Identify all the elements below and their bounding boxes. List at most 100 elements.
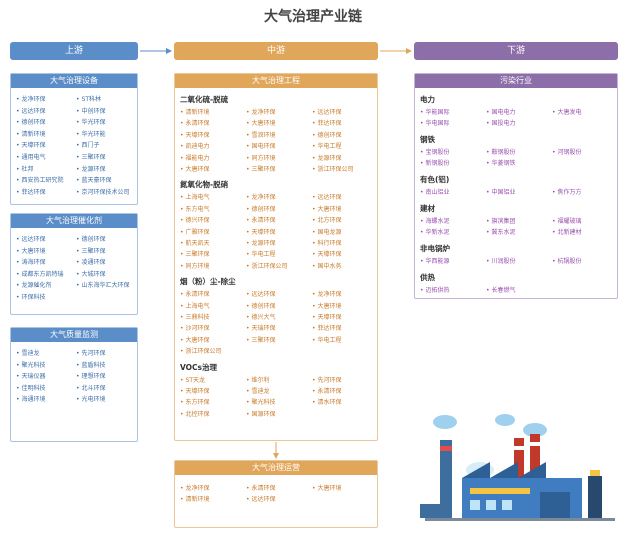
item-text: 凌通环保 bbox=[81, 259, 106, 267]
bullet: • bbox=[180, 388, 184, 395]
item: • 天壕环保 bbox=[312, 312, 342, 321]
item-text: 德创环保 bbox=[251, 205, 276, 213]
bullet: • bbox=[180, 217, 184, 225]
bullet: • bbox=[76, 188, 80, 196]
item: • 德创环保 bbox=[246, 301, 276, 310]
bullet: • bbox=[420, 160, 424, 167]
item: • 永清环保 bbox=[180, 118, 210, 127]
item: • 蓝天豪环保 bbox=[76, 175, 112, 184]
item-text: 大城环保 bbox=[81, 270, 106, 278]
item-text: 杭锅股份 bbox=[557, 258, 582, 265]
item-text: 天壕环保 bbox=[317, 314, 342, 321]
item-text: 环保科技 bbox=[21, 294, 46, 301]
bullet: • bbox=[312, 131, 316, 139]
bullet: • bbox=[246, 399, 250, 407]
bullet: • bbox=[486, 120, 490, 127]
item: • 龙源环保 bbox=[76, 164, 106, 173]
item: • 海螺水泥 bbox=[420, 216, 450, 225]
item-text: 三聚环保 bbox=[185, 251, 210, 259]
item-text: 北斗环保 bbox=[81, 384, 106, 392]
item-text: ST科林 bbox=[81, 96, 102, 103]
bullet: • bbox=[76, 236, 80, 243]
box-title: 大气治理工程 bbox=[175, 74, 377, 88]
item: • 华能国际 bbox=[420, 107, 450, 116]
item: • 菲达环保 bbox=[312, 323, 342, 332]
item-text: 宝钢股份 bbox=[425, 149, 450, 156]
item-text: 三鼎科技 bbox=[185, 314, 210, 321]
bullet: • bbox=[486, 287, 490, 294]
bullet: • bbox=[76, 142, 80, 150]
bullet: • bbox=[76, 270, 80, 278]
item: • 天壕环保 bbox=[246, 227, 276, 236]
item-text: 龙源环保 bbox=[251, 240, 276, 247]
item: • 同方环境 bbox=[246, 153, 276, 162]
bullet: • bbox=[16, 236, 20, 243]
item-text: 华电工程 bbox=[317, 336, 342, 344]
item: • 海通环境 bbox=[16, 394, 46, 403]
bullet: • bbox=[312, 194, 316, 202]
item: • 德兴环保 bbox=[180, 215, 210, 224]
bullet: • bbox=[312, 336, 316, 344]
item-text: 华能国际 bbox=[425, 109, 450, 116]
item: • 雪浪环境 bbox=[246, 130, 276, 139]
item-text: 龙源环保 bbox=[317, 154, 342, 162]
bullet: • bbox=[180, 399, 184, 407]
item-text: 佳明科技 bbox=[21, 384, 46, 392]
bullet: • bbox=[552, 258, 556, 265]
item: • 华电工程 bbox=[312, 141, 342, 150]
item: • 清新环境 bbox=[16, 129, 46, 138]
box-title: 大气治理催化剂 bbox=[11, 214, 137, 228]
item-text: 通用电气 bbox=[21, 154, 46, 161]
item: • 大唐环境 bbox=[312, 301, 342, 310]
item: • 三聚环保 bbox=[180, 249, 210, 258]
item-text: 永清环保 bbox=[185, 291, 210, 299]
item: • ST天龙 bbox=[180, 375, 205, 384]
item: • 维尔利 bbox=[246, 375, 270, 384]
bullet: • bbox=[246, 410, 250, 418]
bullet: • bbox=[246, 109, 250, 116]
bullet: • bbox=[486, 189, 490, 196]
item-text: 雪浪环境 bbox=[251, 131, 276, 139]
item: • 先河环保 bbox=[76, 348, 106, 357]
item-text: 北控环保 bbox=[185, 410, 210, 418]
item-text: 菲达环保 bbox=[317, 325, 342, 333]
item-text: 同方环境 bbox=[251, 154, 276, 162]
item: • 鞍钢股份 bbox=[486, 147, 516, 156]
item-text: 浙江环保公司 bbox=[251, 262, 288, 270]
item: • 龙源环保 bbox=[312, 153, 342, 162]
item-text: 永清环保 bbox=[251, 485, 276, 492]
bullet: • bbox=[420, 120, 424, 127]
bullet: • bbox=[486, 109, 490, 116]
bullet: • bbox=[16, 350, 20, 357]
item: • 长春燃气 bbox=[486, 285, 516, 294]
item: • 远达环保 bbox=[312, 192, 342, 201]
bullet: • bbox=[76, 177, 80, 185]
bullet: • bbox=[16, 130, 20, 138]
item: • 清水环保 bbox=[312, 397, 342, 406]
bullet: • bbox=[552, 218, 556, 225]
item: • 聚光科技 bbox=[246, 397, 276, 406]
item-text: 三聚环保 bbox=[81, 247, 106, 255]
bullet: • bbox=[312, 485, 316, 492]
bullet: • bbox=[180, 166, 184, 173]
bullet: • bbox=[420, 149, 424, 156]
item-text: 华光环保 bbox=[81, 119, 106, 127]
item: • 蓝盾科技 bbox=[76, 360, 106, 369]
item-text: 浙江环保公司 bbox=[185, 348, 222, 356]
item-text: 新钢股份 bbox=[425, 160, 450, 167]
bullet: • bbox=[312, 291, 316, 299]
item-text: 华电国际 bbox=[425, 120, 450, 127]
item: • 迈拓供热 bbox=[420, 285, 450, 294]
item-text: 华菱钢铁 bbox=[491, 160, 516, 167]
bullet: • bbox=[180, 194, 184, 202]
item-text: 远达环保 bbox=[317, 194, 342, 202]
bullet: • bbox=[486, 258, 490, 265]
bullet: • bbox=[246, 240, 250, 247]
bullet: • bbox=[180, 120, 184, 128]
bullet: • bbox=[180, 314, 184, 321]
item: • 冀东水泥 bbox=[486, 227, 516, 236]
item: • 大唐环保 bbox=[180, 335, 210, 344]
item: • 大唐环境 bbox=[312, 204, 342, 213]
item: • 大唐环境 bbox=[16, 246, 46, 255]
bullet: • bbox=[76, 361, 80, 369]
